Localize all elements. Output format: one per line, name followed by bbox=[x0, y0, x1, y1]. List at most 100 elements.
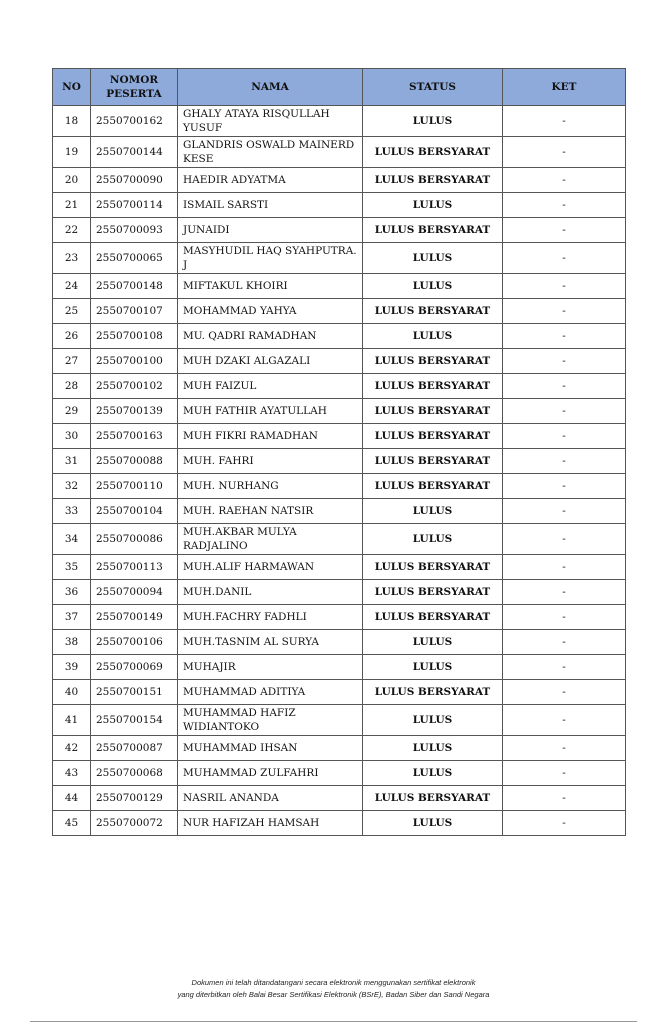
note: - bbox=[502, 298, 626, 324]
row-number: 25 bbox=[52, 298, 91, 324]
row-number: 42 bbox=[52, 735, 91, 761]
table-row: 42 2550700087 MUHAMMAD IHSAN LULUS - bbox=[52, 735, 626, 761]
table-row: 20 2550700090 HAEDIR ADYATMA LULUS BERSYARA… bbox=[52, 167, 626, 193]
note: - bbox=[502, 348, 626, 374]
note: - bbox=[502, 217, 626, 243]
status: LULUS BERSYARAT bbox=[362, 448, 503, 474]
participant-number: 2550700065 bbox=[90, 242, 178, 274]
note: - bbox=[502, 473, 626, 499]
participant-number: 2550700148 bbox=[90, 273, 178, 299]
row-number: 27 bbox=[52, 348, 91, 374]
row-number: 30 bbox=[52, 423, 91, 449]
note: - bbox=[502, 192, 626, 218]
row-number: 44 bbox=[52, 785, 91, 811]
row-number: 37 bbox=[52, 604, 91, 630]
table-row: 38 2550700106 MUH.TASNIM AL SURYA LULUS - bbox=[52, 629, 626, 655]
note: - bbox=[502, 523, 626, 555]
participant-number: 2550700086 bbox=[90, 523, 178, 555]
table-row: 40 2550700151 MUHAMMAD ADITIYA LULUS BERSYA… bbox=[52, 679, 626, 705]
participant-name: MUH. RAEHAN NATSIR bbox=[177, 498, 363, 524]
participant-number: 2550700094 bbox=[90, 579, 178, 605]
participant-number: 2550700104 bbox=[90, 498, 178, 524]
note: - bbox=[502, 579, 626, 605]
note: - bbox=[502, 398, 626, 424]
participant-name: HAEDIR ADYATMA bbox=[177, 167, 363, 193]
status: LULUS BERSYARAT bbox=[362, 373, 503, 399]
participant-name: ISMAIL SARSTI bbox=[177, 192, 363, 218]
table-row: 32 2550700110 MUH. NURHANG LULUS BERSYARAT - bbox=[52, 473, 626, 499]
participant-name: MUHAJIR bbox=[177, 654, 363, 680]
participant-name: JUNAIDI bbox=[177, 217, 363, 243]
column-header: NO bbox=[52, 68, 91, 106]
row-number: 34 bbox=[52, 523, 91, 555]
footer-rule bbox=[30, 1021, 637, 1022]
table-row: 45 2550700072 NUR HAFIZAH HAMSAH LULUS - bbox=[52, 810, 626, 836]
table-row: 23 2550700065 MASYHUDIL HAQ SYAHPUTRA. J LU… bbox=[52, 242, 626, 274]
row-number: 29 bbox=[52, 398, 91, 424]
table-row: 22 2550700093 JUNAIDI LULUS BERSYARAT - bbox=[52, 217, 626, 243]
participant-name: MUH. NURHANG bbox=[177, 473, 363, 499]
participant-name: MOHAMMAD YAHYA bbox=[177, 298, 363, 324]
status: LULUS BERSYARAT bbox=[362, 136, 503, 168]
table-row: 24 2550700148 MIFTAKUL KHOIRI LULUS - bbox=[52, 273, 626, 299]
note: - bbox=[502, 136, 626, 168]
note: - bbox=[502, 679, 626, 705]
note: - bbox=[502, 423, 626, 449]
participant-name: MU. QADRI RAMADHAN bbox=[177, 323, 363, 349]
row-number: 31 bbox=[52, 448, 91, 474]
participant-number: 2550700144 bbox=[90, 136, 178, 168]
table-row: 36 2550700094 MUH.DANIL LULUS BERSYARAT - bbox=[52, 579, 626, 605]
participant-number: 2550700107 bbox=[90, 298, 178, 324]
participant-name: MUH.TASNIM AL SURYA bbox=[177, 629, 363, 655]
note: - bbox=[502, 704, 626, 736]
participant-number: 2550700087 bbox=[90, 735, 178, 761]
table-row: 35 2550700113 MUH.ALIF HARMAWAN LULUS BERSY… bbox=[52, 554, 626, 580]
participant-name: GHALY ATAYA RISQULLAH YUSUF bbox=[177, 105, 363, 137]
note: - bbox=[502, 373, 626, 399]
row-number: 39 bbox=[52, 654, 91, 680]
row-number: 18 bbox=[52, 105, 91, 137]
participant-number: 2550700114 bbox=[90, 192, 178, 218]
participant-name: GLANDRIS OSWALD MAINERD KESE bbox=[177, 136, 363, 168]
footer-line: yang diterbitkan oleh Balai Besar Sertif… bbox=[177, 990, 490, 999]
table-row: 31 2550700088 MUH. FAHRI LULUS BERSYARAT - bbox=[52, 448, 626, 474]
table-row: 26 2550700108 MU. QADRI RAMADHAN LULUS - bbox=[52, 323, 626, 349]
participant-name: NUR HAFIZAH HAMSAH bbox=[177, 810, 363, 836]
participant-number: 2550700129 bbox=[90, 785, 178, 811]
row-number: 19 bbox=[52, 136, 91, 168]
participant-number: 2550700090 bbox=[90, 167, 178, 193]
participant-number: 2550700110 bbox=[90, 473, 178, 499]
status: LULUS bbox=[362, 523, 503, 555]
status: LULUS BERSYARAT bbox=[362, 423, 503, 449]
column-header: NAMA bbox=[177, 68, 363, 106]
participant-number: 2550700068 bbox=[90, 760, 178, 786]
participant-name: MUHAMMAD IHSAN bbox=[177, 735, 363, 761]
status: LULUS bbox=[362, 629, 503, 655]
status: LULUS bbox=[362, 242, 503, 274]
note: - bbox=[502, 105, 626, 137]
note: - bbox=[502, 167, 626, 193]
participant-name: MIFTAKUL KHOIRI bbox=[177, 273, 363, 299]
note: - bbox=[502, 498, 626, 524]
row-number: 32 bbox=[52, 473, 91, 499]
row-number: 20 bbox=[52, 167, 91, 193]
table-row: 25 2550700107 MOHAMMAD YAHYA LULUS BERSYARA… bbox=[52, 298, 626, 324]
note: - bbox=[502, 629, 626, 655]
table-row: 19 2550700144 GLANDRIS OSWALD MAINERD KESE… bbox=[52, 136, 626, 168]
note: - bbox=[502, 554, 626, 580]
table-row: 39 2550700069 MUHAJIR LULUS - bbox=[52, 654, 626, 680]
status: LULUS BERSYARAT bbox=[362, 348, 503, 374]
status: LULUS bbox=[362, 654, 503, 680]
participant-number: 2550700093 bbox=[90, 217, 178, 243]
table-row: 27 2550700100 MUH DZAKI ALGAZALI LULUS BERS… bbox=[52, 348, 626, 374]
status: LULUS BERSYARAT bbox=[362, 554, 503, 580]
row-number: 38 bbox=[52, 629, 91, 655]
row-number: 26 bbox=[52, 323, 91, 349]
row-number: 45 bbox=[52, 810, 91, 836]
participant-number: 2550700108 bbox=[90, 323, 178, 349]
status: LULUS BERSYARAT bbox=[362, 604, 503, 630]
table-row: 33 2550700104 MUH. RAEHAN NATSIR LULUS - bbox=[52, 498, 626, 524]
note: - bbox=[502, 323, 626, 349]
participant-name: MUH.FACHRY FADHLI bbox=[177, 604, 363, 630]
